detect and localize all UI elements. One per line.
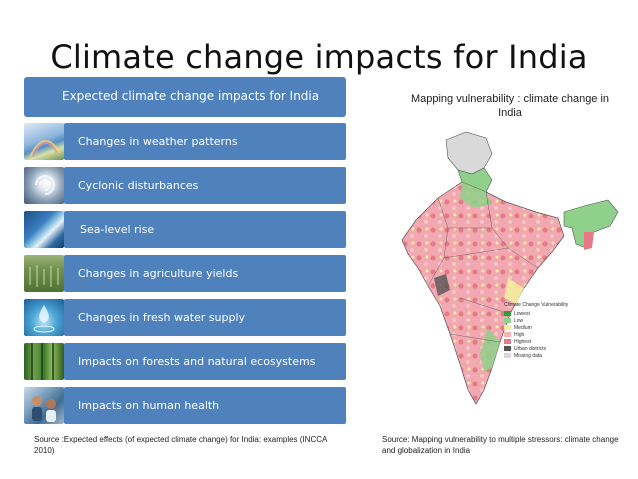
legend-entry: Highest <box>504 338 600 345</box>
impact-bar: Impacts on human health <box>64 387 346 424</box>
impact-label: Sea-level rise <box>80 223 155 236</box>
droplet-icon <box>33 305 55 333</box>
impact-label: Impacts on human health <box>78 399 220 412</box>
impacts-header: Expected climate change impacts for Indi… <box>24 77 346 117</box>
map-patch-green <box>460 182 492 208</box>
map-patch-red <box>584 232 594 250</box>
map-borders <box>427 191 539 343</box>
legend-entry: Medium <box>504 324 600 331</box>
impact-bar: Cyclonic disturbances <box>64 167 346 204</box>
slide-title: Climate change impacts for India <box>50 38 588 76</box>
legend-swatch <box>504 325 511 330</box>
trees-icon <box>31 343 54 380</box>
plants-icon <box>29 265 59 287</box>
impact-label: Impacts on forests and natural ecosystem… <box>78 355 316 368</box>
map-legend: Climate Change Vulnerability Lowest Low … <box>504 302 600 368</box>
legend-entry: Missing data <box>504 352 600 359</box>
people-image <box>24 387 64 424</box>
water-drop-image <box>24 299 64 336</box>
legend-swatch <box>504 332 511 337</box>
impact-label: Changes in fresh water supply <box>78 311 246 324</box>
legend-swatch <box>504 339 511 344</box>
legend-entry: Lowest <box>504 310 600 317</box>
map-region-north-grey <box>445 131 493 175</box>
legend-swatch <box>504 346 511 351</box>
map-patch-yellow <box>504 278 524 304</box>
coast-image <box>24 211 64 248</box>
impact-bar: Sea-level rise <box>64 211 346 248</box>
legend-entry: Low <box>504 317 600 324</box>
impact-item-weather: Changes in weather patterns <box>24 123 346 160</box>
weather-image <box>24 123 64 160</box>
impact-item-agriculture: Changes in agriculture yields <box>24 255 346 292</box>
impact-label: Changes in weather patterns <box>78 135 238 148</box>
impact-label: Changes in agriculture yields <box>78 267 239 280</box>
cyclone-image <box>24 167 64 204</box>
legend-entry: Urban districts <box>504 345 600 352</box>
crops-image <box>24 255 64 292</box>
impact-item-forests: Impacts on forests and natural ecosystem… <box>24 343 346 380</box>
impacts-header-label: Expected climate change impacts for Indi… <box>62 89 320 103</box>
legend-label: High <box>514 331 525 338</box>
forest-image <box>24 343 64 380</box>
impact-item-health: Impacts on human health <box>24 387 346 424</box>
impact-item-water: Changes in fresh water supply <box>24 299 346 336</box>
legend-label: Urban districts <box>514 345 546 352</box>
legend-swatch <box>504 353 511 358</box>
people-icon <box>32 396 56 422</box>
legend-title: Climate Change Vulnerability <box>504 302 569 308</box>
legend-label: Highest <box>514 338 531 345</box>
india-vulnerability-map <box>401 131 619 405</box>
legend-swatch <box>504 311 511 316</box>
legend-label: Medium <box>514 324 532 331</box>
legend-label: Missing data <box>514 352 543 359</box>
legend-swatch <box>504 318 511 323</box>
map-patch-urban <box>434 274 450 296</box>
rainbow-icon <box>29 140 61 158</box>
impact-item-sea-level: Sea-level rise <box>24 211 346 248</box>
impact-bar: Changes in weather patterns <box>64 123 346 160</box>
impact-bar: Changes in fresh water supply <box>64 299 346 336</box>
map-caption: Mapping vulnerability : climate change i… <box>410 93 610 119</box>
swirl-icon <box>35 175 55 195</box>
impact-label: Cyclonic disturbances <box>78 179 199 192</box>
legend-entry: High <box>504 331 600 338</box>
right-source-note: Source: Mapping vulnerability to multipl… <box>382 435 619 455</box>
left-source-note: Source :Expected effects (of expected cl… <box>34 435 327 455</box>
legend-label: Lowest <box>514 310 530 317</box>
legend-label: Low <box>514 317 524 324</box>
impact-item-cyclone: Cyclonic disturbances <box>24 167 346 204</box>
impact-bar: Changes in agriculture yields <box>64 255 346 292</box>
map-patch-green <box>480 328 500 372</box>
impact-bar: Impacts on forests and natural ecosystem… <box>64 343 346 380</box>
map-region-mainland <box>401 181 565 405</box>
